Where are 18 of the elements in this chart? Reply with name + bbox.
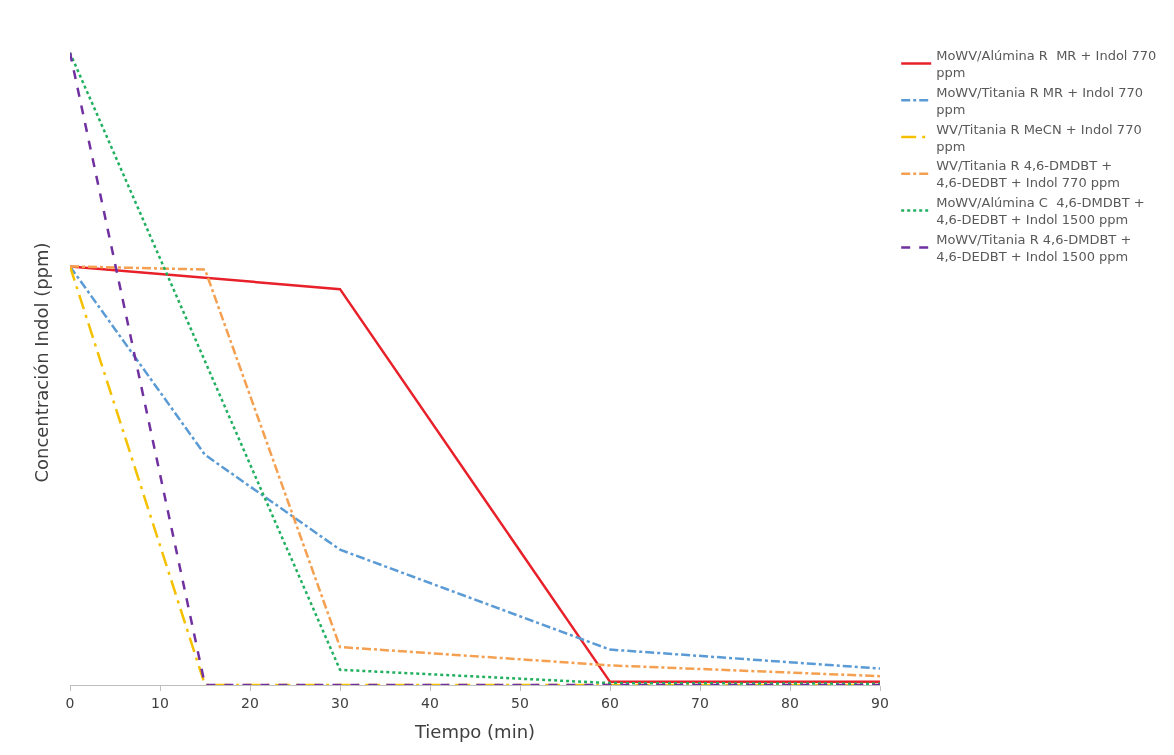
legend-label: MoWV/Alúmina R MR + Indol 770 ppm [936, 48, 1157, 80]
legend-label: WV/Titania R 4,6-DMDBT + 4,6-DEDBT + Indol 770 ppm [936, 158, 1120, 191]
x-tick-label: 20 [241, 694, 259, 711]
legend-label: MoWV/Titania R 4,6-DMDBT + 4,6-DEDBT + Indol 1500 ppm [936, 232, 1132, 264]
x-tick-label: 40 [421, 694, 439, 711]
x-tick-label: 80 [781, 694, 799, 711]
x-tick-label: 30 [331, 694, 349, 711]
x-tick-label: 50 [511, 694, 529, 711]
x-tick-label: 60 [601, 694, 619, 711]
y-axis-title: Concentración Indol (ppm) [31, 242, 53, 483]
x-tick-label: 0 [65, 694, 75, 711]
x-tick-label: 10 [151, 694, 169, 711]
legend-label: WV/Titania R MeCN + Indol 770 ppm [936, 121, 1142, 154]
x-tick-label: 90 [871, 694, 889, 711]
legend-label: MoWV/Alúmina C 4,6-DMDBT + 4,6-DEDBT + Indol 1500 ppm [936, 195, 1145, 228]
x-axis-title: Tiempo (min) [413, 720, 536, 742]
legend-label: MoWV/Titania R MR + Indol 770 ppm [936, 84, 1144, 117]
x-tick-label: 70 [691, 694, 709, 711]
